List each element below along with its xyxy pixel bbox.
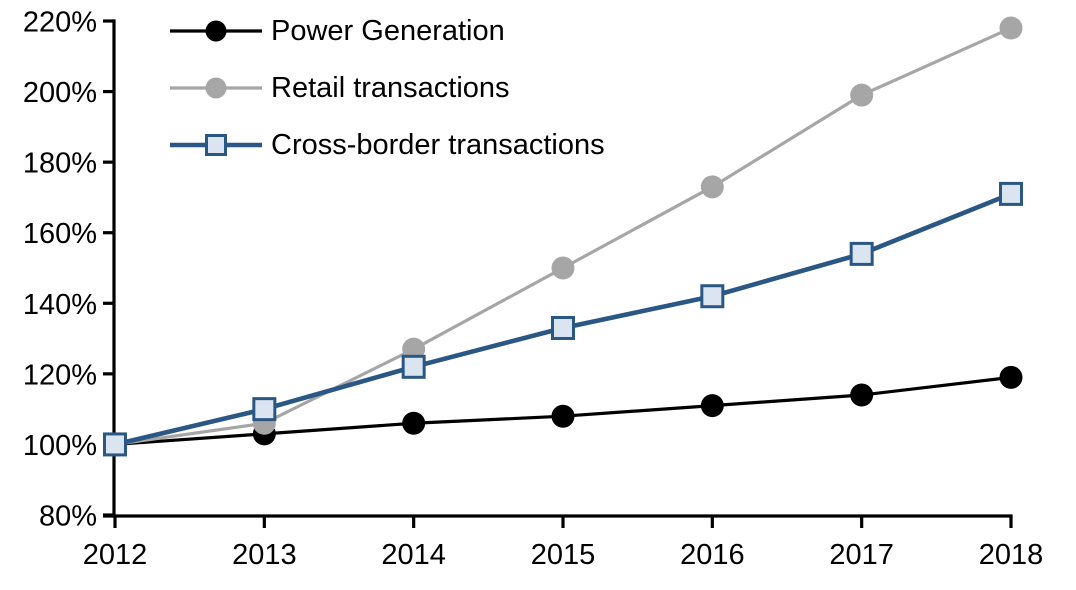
- legend-sample-marker: [205, 77, 227, 99]
- x-axis-tick-label: 2012: [83, 539, 148, 571]
- legend-item-retail-transactions: Retail transactions: [170, 73, 605, 103]
- data-point-power-generation-2016: [700, 394, 724, 418]
- data-point-retail-transactions-2018: [999, 16, 1023, 40]
- data-point-power-generation-2014: [402, 411, 426, 435]
- data-point-cross-border-transactions-2015: [551, 315, 575, 340]
- legend-item-power-generation: Power Generation: [170, 16, 605, 46]
- y-axis-tick-label: 180%: [23, 148, 97, 180]
- x-axis-tick-label: 2018: [979, 539, 1044, 571]
- legend-label-cross-border-transactions: Cross-border transactions: [271, 129, 605, 161]
- data-point-retail-transactions-2016: [700, 175, 724, 199]
- data-point-power-generation-2017: [850, 383, 874, 407]
- legend-label-power-generation: Power Generation: [271, 15, 505, 47]
- x-axis-tick-label: 2017: [829, 539, 894, 571]
- power-generation-line-marker-icon: [170, 20, 262, 42]
- data-point-cross-border-transactions-2016: [700, 284, 725, 309]
- y-axis-tick-label: 160%: [23, 218, 97, 250]
- y-axis-tick-label: 120%: [23, 359, 97, 391]
- x-axis-tick-label: 2015: [531, 539, 596, 571]
- legend: Power Generation Retail transactions Cro…: [170, 16, 605, 160]
- legend-sample-marker: [205, 134, 227, 156]
- x-axis-tick-label: 2016: [680, 539, 745, 571]
- data-point-cross-border-transactions-2014: [401, 354, 426, 379]
- retail-transactions-line-marker-icon: [170, 77, 262, 99]
- x-axis-tick-label: 2013: [232, 539, 297, 571]
- y-axis-tick-label: 140%: [23, 289, 97, 321]
- cross-border-transactions-line-marker-icon: [170, 134, 262, 156]
- data-point-cross-border-transactions-2018: [999, 181, 1023, 206]
- data-point-cross-border-transactions-2017: [849, 241, 874, 266]
- legend-label-retail-transactions: Retail transactions: [271, 72, 510, 104]
- x-axis-tick-label: 2014: [381, 539, 446, 571]
- y-axis-tick-label: 80%: [39, 501, 97, 533]
- data-point-power-generation-2015: [551, 404, 575, 428]
- data-point-retail-transactions-2017: [850, 83, 874, 107]
- data-point-cross-border-transactions-2013: [252, 397, 277, 422]
- y-axis-tick-label: 220%: [23, 7, 97, 39]
- data-point-retail-transactions-2015: [551, 256, 575, 280]
- y-axis-tick-label: 100%: [23, 430, 97, 462]
- data-point-cross-border-transactions-2012: [103, 432, 127, 457]
- y-axis-tick-label: 200%: [23, 77, 97, 109]
- data-point-power-generation-2018: [999, 365, 1023, 389]
- legend-item-cross-border-transactions: Cross-border transactions: [170, 130, 605, 160]
- legend-sample-marker: [205, 20, 227, 42]
